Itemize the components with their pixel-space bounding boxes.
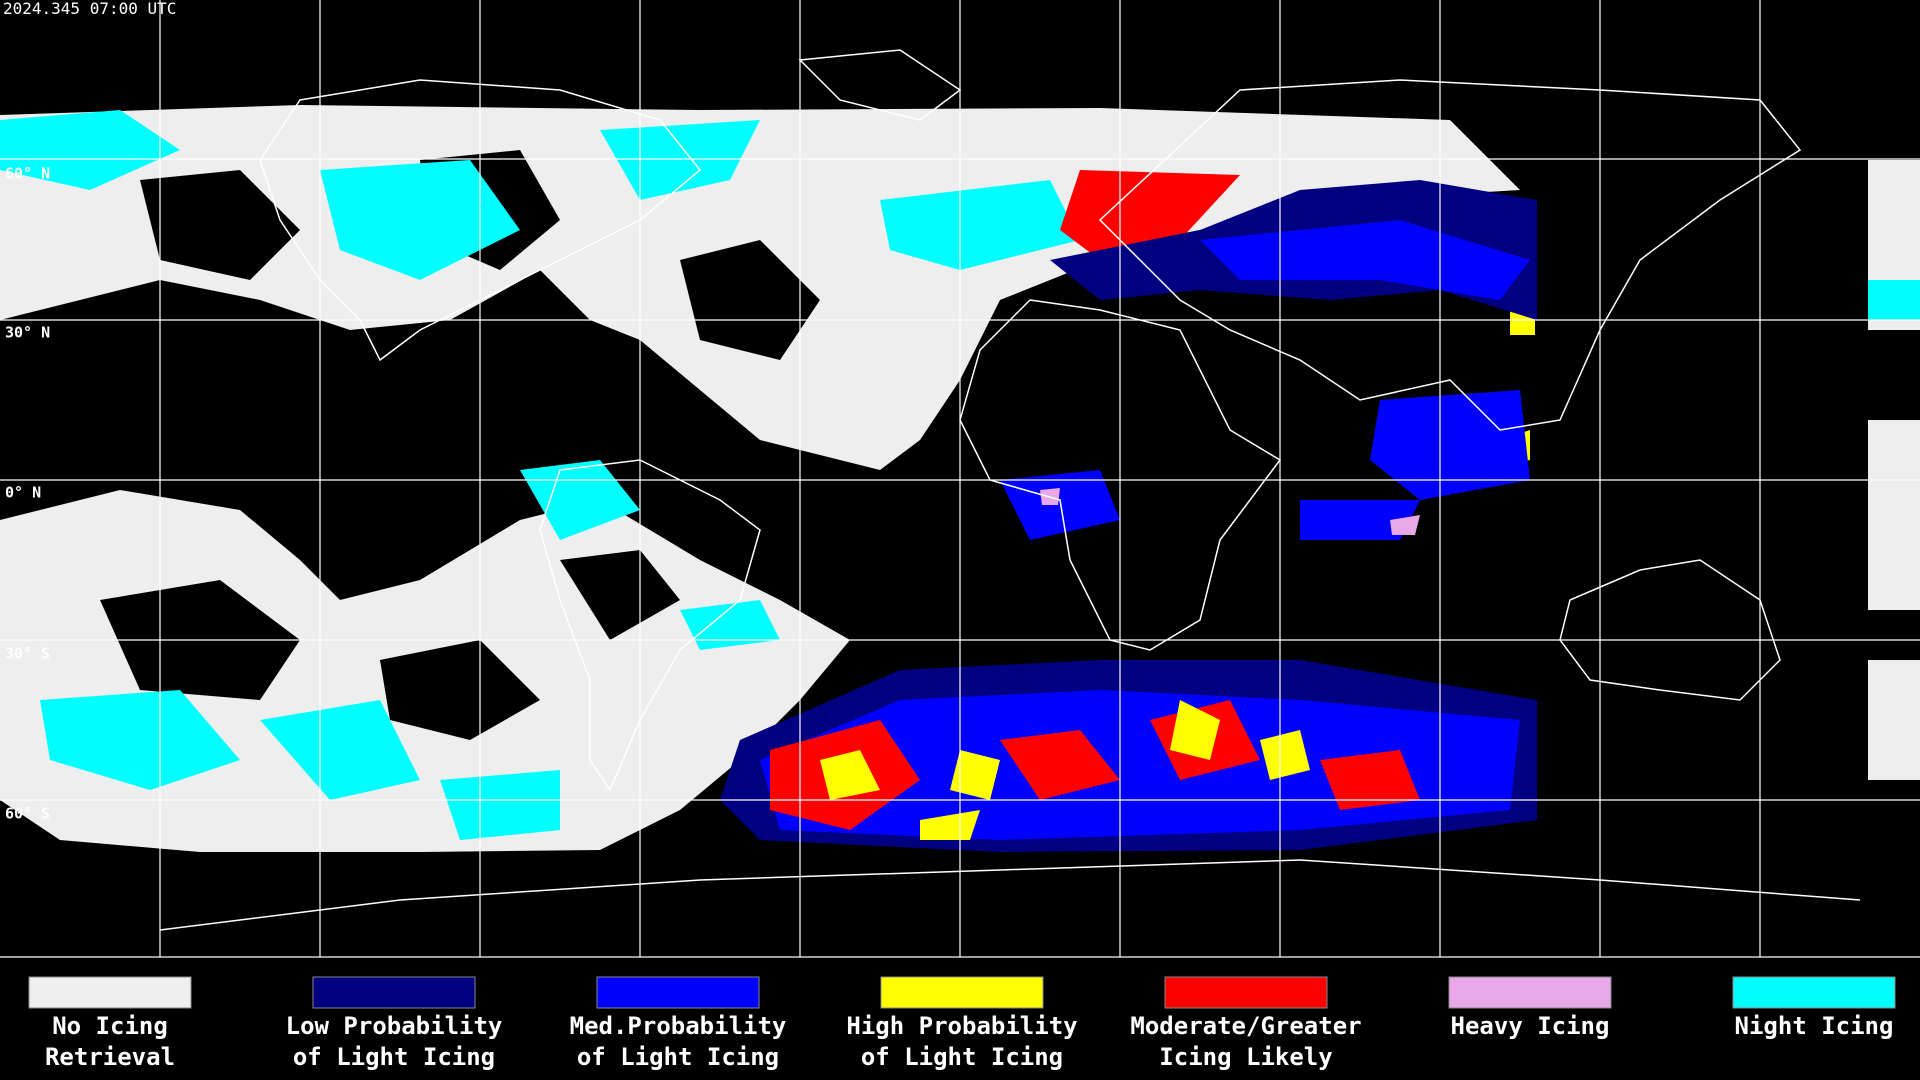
latitude-label: 0° N xyxy=(5,484,41,502)
legend-label: Night Icing xyxy=(1735,1012,1894,1040)
cloud-field xyxy=(100,550,680,740)
night-icing-patches xyxy=(0,110,1920,840)
latitude-label: 30° N xyxy=(5,324,50,342)
timestamp: 2024.345 07:00 UTC xyxy=(3,0,176,18)
legend: No Icing Retrieval Low Probability of Light… xyxy=(28,976,1896,1071)
latitude-label: 60° S xyxy=(5,805,50,823)
legend-swatch xyxy=(1164,976,1328,1009)
latitude-labels: 60° N 30° N 0° N 30° S 60° S xyxy=(5,165,50,823)
legend-label: of Light Icing xyxy=(861,1043,1063,1071)
legend-label: No Icing xyxy=(52,1012,168,1040)
legend-swatch xyxy=(596,976,760,1009)
night-patch xyxy=(260,700,420,800)
latitude-label: 60° N xyxy=(5,165,50,183)
legend-swatch xyxy=(312,976,476,1009)
legend-label: Med.Probability xyxy=(570,1012,787,1040)
night-patch xyxy=(880,180,1080,270)
icing-med xyxy=(1000,220,1530,540)
cloud-field xyxy=(40,150,820,440)
legend-label: Icing Likely xyxy=(1159,1043,1332,1071)
graticule xyxy=(0,0,1920,958)
legend-swatch xyxy=(880,976,1044,1009)
icing-med xyxy=(760,690,1520,840)
legend-swatch xyxy=(1732,976,1896,1009)
night-patch xyxy=(440,770,560,840)
icing-high xyxy=(820,310,1535,840)
night-patch xyxy=(680,600,780,650)
map: 2024.345 07:00 UTC xyxy=(0,0,1920,958)
coastline xyxy=(959,299,1282,651)
cloud-field xyxy=(1868,160,1920,780)
night-patch xyxy=(1868,280,1920,320)
night-patch xyxy=(40,690,240,790)
coastline xyxy=(798,49,962,121)
legend-label: Heavy Icing xyxy=(1451,1012,1610,1040)
night-patch xyxy=(320,160,520,280)
legend-swatch xyxy=(1448,976,1612,1009)
night-patch xyxy=(0,110,180,190)
legend-label: of Light Icing xyxy=(293,1043,495,1071)
legend-label: Low Probability xyxy=(286,1012,503,1040)
legend-label: High Probability xyxy=(846,1012,1077,1040)
latitude-label: 30° S xyxy=(5,645,50,663)
coastline xyxy=(1098,79,1802,431)
legend-swatch xyxy=(28,976,192,1009)
legend-label: Retrieval xyxy=(45,1043,175,1071)
legend-label: of Light Icing xyxy=(577,1043,779,1071)
legend-label: Moderate/Greater xyxy=(1130,1012,1361,1040)
